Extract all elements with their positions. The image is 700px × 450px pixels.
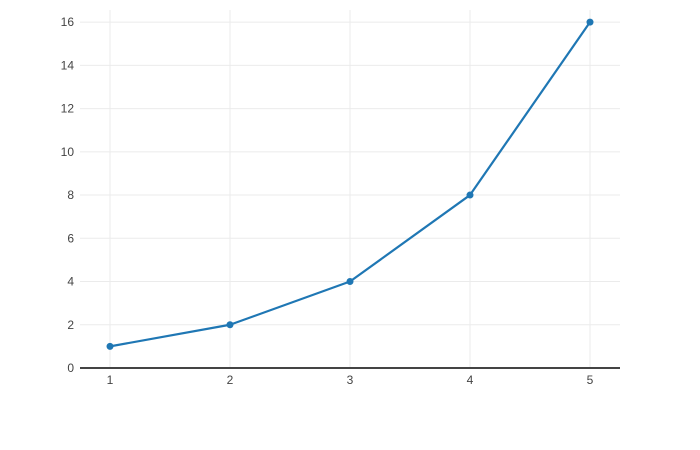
data-point-3[interactable]: [346, 278, 354, 286]
y-tick-label-12: 12: [61, 102, 75, 116]
data-point-1[interactable]: [106, 342, 114, 350]
y-tick-label-0: 0: [67, 361, 74, 375]
y-tick-label-16: 16: [61, 15, 75, 29]
data-point-5[interactable]: [586, 18, 594, 26]
y-tick-label-10: 10: [61, 145, 75, 159]
data-point-4[interactable]: [466, 191, 474, 199]
x-tick-label-2: 2: [227, 373, 234, 387]
x-tick-label-5: 5: [587, 373, 594, 387]
y-tick-label-6: 6: [67, 231, 74, 245]
y-tick-label-2: 2: [67, 318, 74, 332]
x-tick-label-3: 3: [347, 373, 354, 387]
x-tick-label-1: 1: [107, 373, 114, 387]
y-tick-label-14: 14: [61, 58, 75, 72]
y-tick-label-8: 8: [67, 188, 74, 202]
x-tick-label-4: 4: [467, 373, 474, 387]
data-point-2[interactable]: [226, 321, 234, 329]
y-tick-label-4: 4: [67, 275, 74, 289]
